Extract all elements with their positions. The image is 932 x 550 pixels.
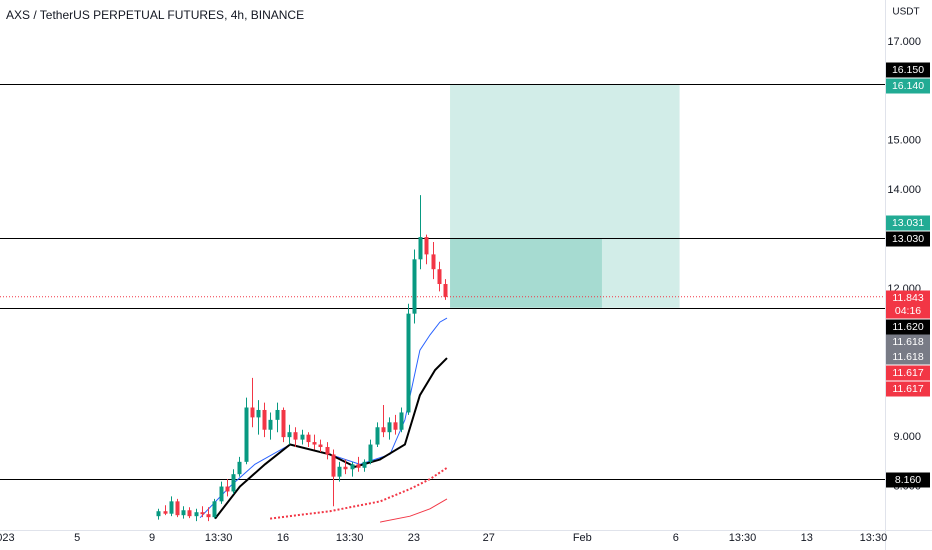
candle-body (443, 284, 448, 297)
candle-body (256, 409, 261, 418)
x-tick-label: 13:30 (336, 532, 364, 544)
candle-body (399, 412, 404, 430)
price-badge-label: 13.030 (892, 233, 924, 245)
candle-body (368, 444, 373, 462)
candle-body (418, 237, 423, 260)
candle-body (219, 486, 224, 502)
candle-body (350, 464, 355, 470)
price-badge-label: 16.140 (892, 80, 924, 92)
candle-body (268, 419, 273, 430)
candle-body (406, 313, 411, 413)
price-badge-label: 11.617 (892, 383, 923, 395)
x-tick-label: 16 (277, 532, 289, 544)
candle-body (325, 447, 330, 455)
y-axis-label: USDT (892, 7, 919, 18)
candle-body (156, 511, 161, 517)
plot-area (0, 83, 885, 523)
price-badge-label: 11.618 (892, 336, 923, 348)
y-tick-label: 15.000 (887, 135, 921, 147)
price-badge (886, 231, 930, 247)
chart-title: AXS / TetherUS PERPETUAL FUTURES, 4h, BI… (6, 8, 304, 22)
y-tick-label: 9.000 (893, 431, 921, 443)
candle-body (225, 486, 230, 492)
indicator-line (199, 317, 448, 519)
price-badge-label: 13.031 (892, 217, 924, 229)
candle-body (356, 464, 361, 468)
y-tick-label: 17.000 (887, 36, 921, 48)
x-tick-label: 6 (673, 532, 679, 544)
candle-body (362, 461, 367, 468)
candle-body (312, 442, 317, 445)
price-badge-label: 8.160 (895, 474, 921, 486)
y-tick-label: 14.000 (887, 184, 921, 196)
candle-body (237, 461, 242, 475)
candle-body (431, 254, 436, 270)
candle-body (337, 466, 342, 477)
price-badge (886, 319, 930, 335)
price-badge (886, 365, 930, 381)
candle-body (206, 514, 211, 518)
candle-body (318, 444, 323, 448)
price-badge (886, 334, 930, 350)
candle-body (437, 269, 442, 285)
price-badge-label: 11.843 (892, 292, 923, 304)
x-tick-label: 5 (74, 532, 80, 544)
candle-body (231, 474, 236, 492)
x-tick-label: 9 (149, 532, 155, 544)
indicator-line (269, 466, 448, 520)
candle-body (169, 501, 174, 514)
candle-body (175, 501, 180, 516)
position-filled-zone (450, 238, 602, 308)
candle-body (250, 407, 255, 418)
price-badge (886, 215, 930, 231)
candle-body (293, 432, 298, 440)
x-tick-label: 2023 (0, 532, 15, 544)
indicator-line (214, 357, 448, 520)
candle-body (244, 407, 249, 462)
candle-body (281, 409, 286, 438)
candle-body (412, 259, 417, 314)
x-tick-label: 13:30 (860, 532, 888, 544)
candle-body (200, 512, 205, 515)
x-tick-label: 13 (801, 532, 813, 544)
price-badge (886, 62, 930, 78)
candle-body (163, 511, 168, 514)
price-badge-label: 16.150 (892, 64, 924, 76)
candle-body (262, 409, 267, 430)
x-tick-label: 23 (408, 532, 420, 544)
price-badge (886, 290, 930, 319)
price-badge (886, 349, 930, 365)
candle-body (343, 466, 348, 470)
candle-body (287, 432, 292, 438)
candle-body (194, 512, 199, 517)
candle-body (381, 427, 386, 433)
price-badge (886, 381, 930, 397)
price-badge-label: 11.620 (892, 321, 923, 333)
candle-body (275, 409, 280, 420)
price-badge (886, 472, 930, 488)
x-tick-label: 13:30 (205, 532, 233, 544)
candle-body (387, 422, 392, 433)
x-tick-label: 27 (483, 532, 495, 544)
candle-body (300, 434, 305, 440)
x-tick-label: Feb (573, 532, 592, 544)
price-badge-label: 11.618 (892, 351, 923, 363)
candle-body (212, 501, 217, 518)
candle-body (375, 427, 380, 445)
candle-body (393, 422, 398, 430)
price-badge (886, 78, 930, 94)
candle-body (331, 454, 336, 477)
candle-body (181, 510, 186, 516)
price-badge-label: 11.617 (892, 367, 923, 379)
x-tick-label: 13:30 (729, 532, 757, 544)
candle-body (424, 237, 429, 255)
indicator-line (380, 498, 448, 523)
position-target-zone (450, 83, 680, 308)
candle-body (187, 510, 192, 517)
price-badge-countdown: 04:16 (895, 305, 921, 317)
candle-body (306, 434, 311, 443)
